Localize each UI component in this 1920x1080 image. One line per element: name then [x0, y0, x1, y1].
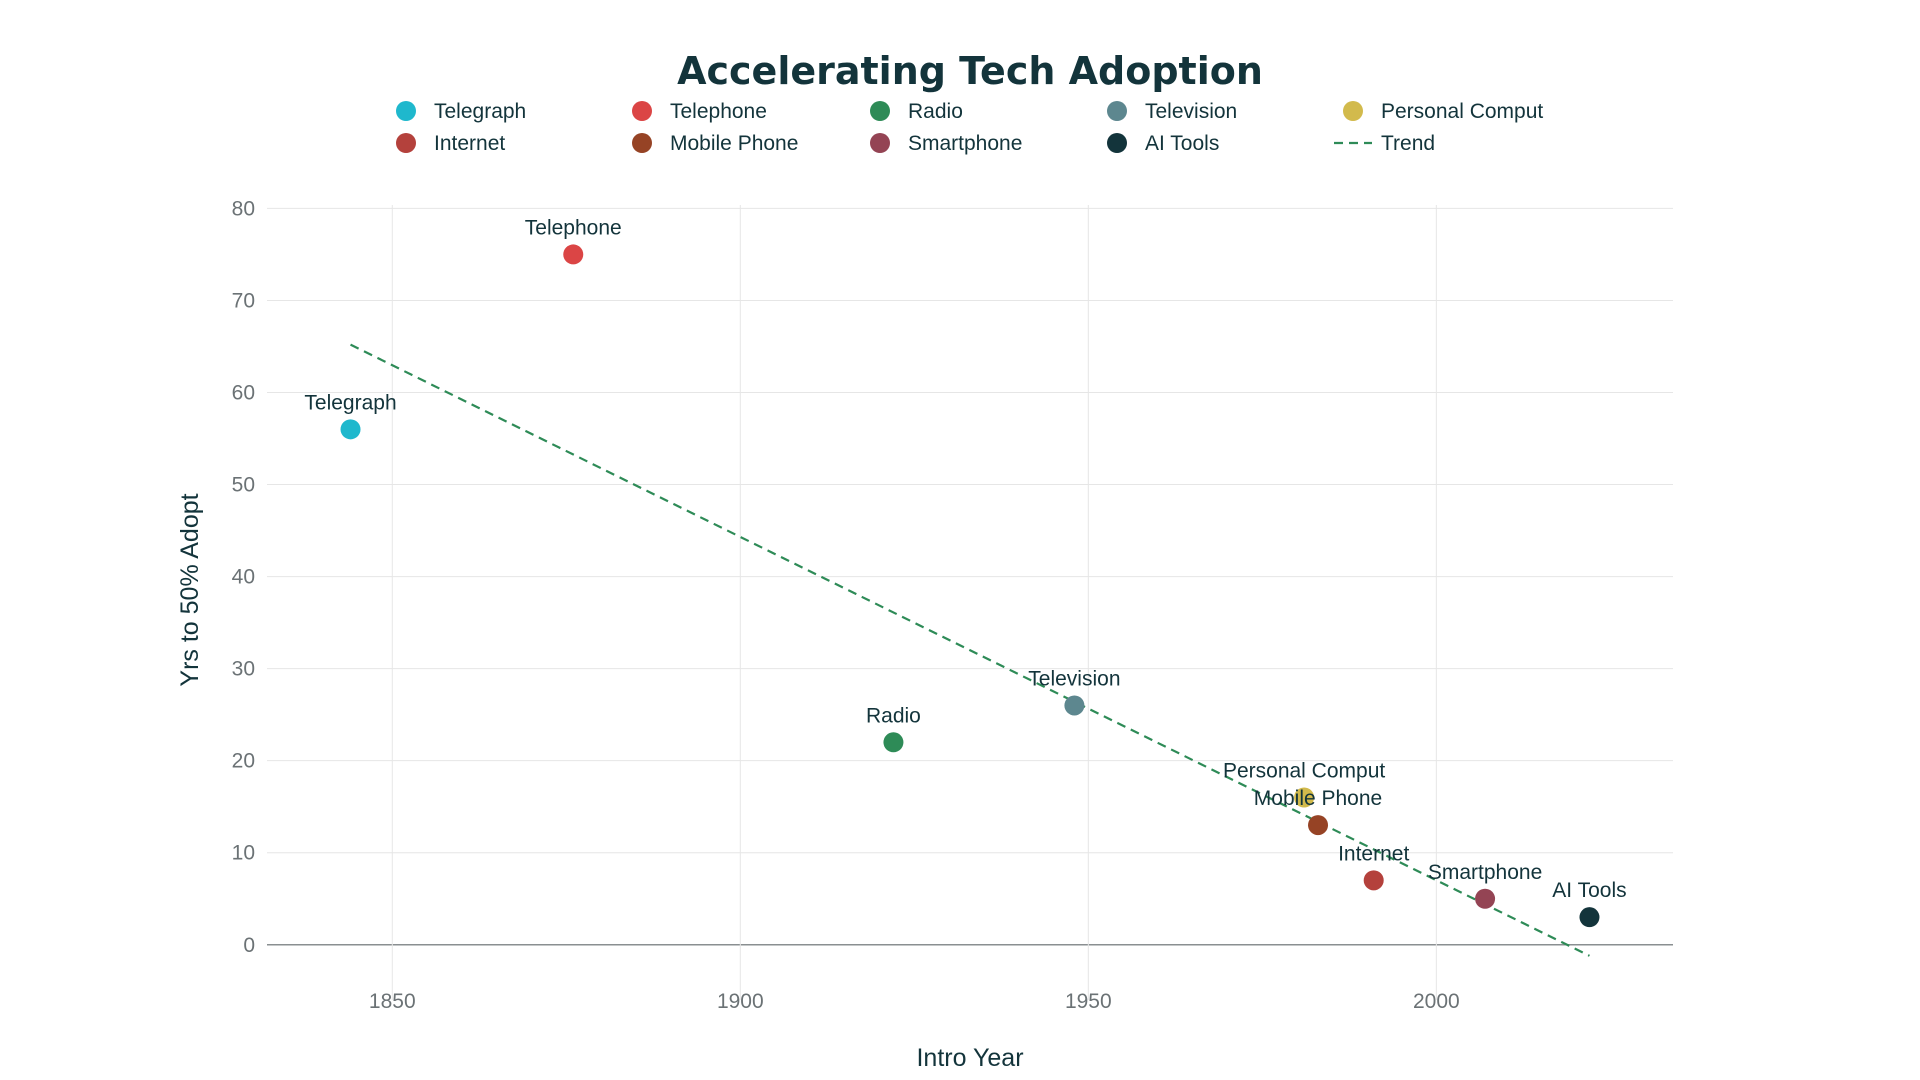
x-tick-label: 1850: [369, 990, 416, 1013]
legend-label[interactable]: Telegraph: [434, 100, 526, 123]
point-telephone[interactable]: [563, 244, 584, 265]
point-label: Television: [1028, 667, 1120, 690]
y-tick-label: 50: [232, 474, 255, 497]
legend: Telegraph Telephone Radio Television Persona…: [396, 100, 1543, 155]
point-mobile-phone[interactable]: [1308, 815, 1329, 836]
data-points: Telegraph Telephone Radio Television Persona…: [304, 216, 1627, 928]
y-tick-label: 10: [232, 842, 255, 865]
legend-label[interactable]: AI Tools: [1145, 132, 1219, 155]
point-label: Internet: [1338, 842, 1409, 865]
legend-label[interactable]: Trend: [1381, 132, 1435, 155]
x-tick-label: 2000: [1413, 990, 1460, 1013]
legend-marker: [1107, 133, 1127, 153]
point-television[interactable]: [1064, 695, 1085, 716]
legend-label[interactable]: Telephone: [670, 100, 767, 123]
point-telegraph[interactable]: [340, 419, 361, 440]
legend-label[interactable]: Mobile Phone: [670, 132, 798, 155]
y-axis-title: Yrs to 50% Adopt: [176, 493, 204, 686]
point-label: AI Tools: [1552, 879, 1626, 902]
point-internet[interactable]: [1363, 870, 1384, 891]
legend-marker: [396, 133, 416, 153]
legend-label[interactable]: Personal Comput: [1381, 100, 1543, 123]
point-label: Mobile Phone: [1254, 787, 1382, 810]
x-axis-title: Intro Year: [916, 1044, 1023, 1072]
y-tick-label: 30: [232, 658, 255, 681]
legend-marker: [1107, 101, 1127, 121]
point-label: Telephone: [525, 216, 622, 239]
chart-title: Accelerating Tech Adoption: [677, 49, 1263, 93]
legend-label[interactable]: Internet: [434, 132, 505, 155]
legend-label[interactable]: Radio: [908, 100, 963, 123]
point-smartphone[interactable]: [1475, 888, 1496, 909]
y-axis: 0 10 20 30 40 50 60 70 80: [232, 197, 255, 956]
point-label: Personal Comput: [1223, 760, 1385, 783]
legend-marker: [1343, 101, 1363, 121]
x-tick-label: 1900: [717, 990, 764, 1013]
x-tick-label: 1950: [1065, 990, 1112, 1013]
legend-marker: [632, 133, 652, 153]
y-tick-label: 0: [243, 934, 255, 957]
y-tick-label: 40: [232, 566, 255, 589]
point-radio[interactable]: [883, 732, 904, 753]
trend-line: [350, 343, 1590, 957]
y-tick-label: 70: [232, 289, 255, 312]
y-tick-label: 80: [232, 197, 255, 220]
legend-marker: [632, 101, 652, 121]
y-tick-label: 20: [232, 750, 255, 773]
point-label: Radio: [866, 704, 921, 727]
legend-label[interactable]: Television: [1145, 100, 1237, 123]
point-label: Telegraph: [304, 391, 396, 414]
point-label: Smartphone: [1428, 861, 1542, 884]
legend-marker: [870, 133, 890, 153]
legend-marker: [396, 101, 416, 121]
legend-label[interactable]: Smartphone: [908, 132, 1022, 155]
legend-marker: [870, 101, 890, 121]
point-ai-tools[interactable]: [1579, 907, 1600, 928]
point-personal-comput[interactable]: [1294, 787, 1315, 808]
x-axis: 1850 1900 1950 2000: [369, 990, 1460, 1013]
grid-lines: [267, 205, 1673, 1000]
y-tick-label: 60: [232, 382, 255, 405]
trend-line-group: [350, 343, 1590, 957]
